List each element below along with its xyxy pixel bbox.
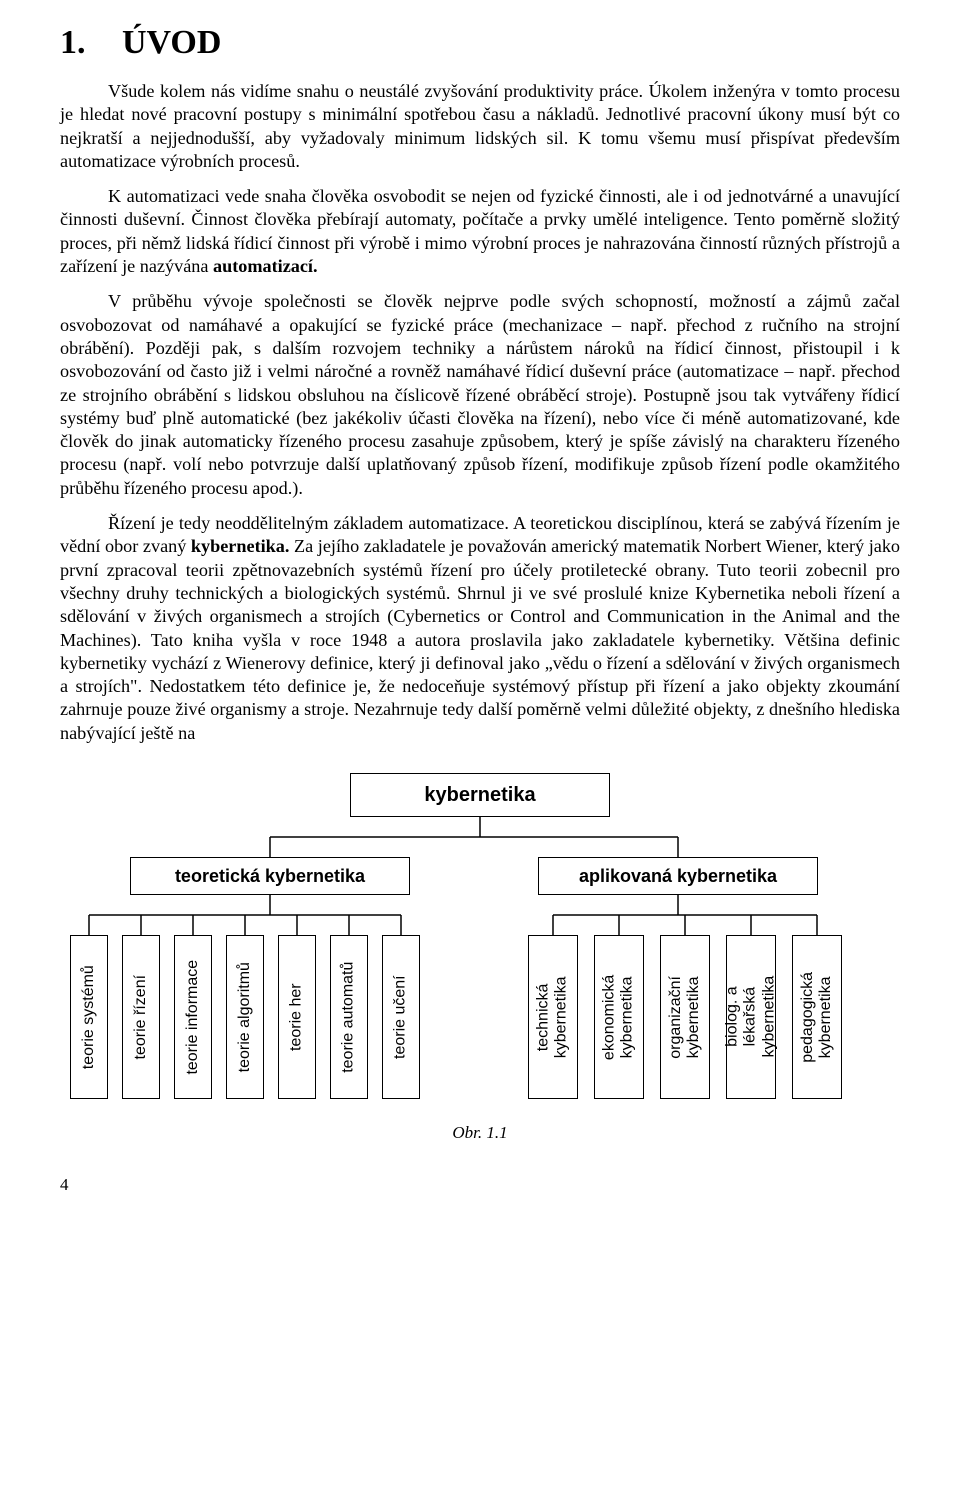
tree-leaf-left-5: teorie automatů (330, 935, 368, 1099)
tree-mid-left: teoretická kybernetika (130, 857, 410, 895)
paragraph-4-bold: kybernetika. (191, 536, 290, 556)
paragraph-4: Řízení je tedy neoddělitelným základem a… (60, 512, 900, 745)
tree-leaf-right-0: technická kybernetika (528, 935, 578, 1099)
paragraph-1: Všude kolem nás vidíme snahu o neustálé … (60, 80, 900, 173)
tree-leaf-left-1: teorie řízení (122, 935, 160, 1099)
tree-root: kybernetika (350, 773, 610, 817)
figure-caption: Obr. 1.1 (60, 1123, 900, 1143)
tree-leaf-left-0: teorie systémů (70, 935, 108, 1099)
heading-title: ÚVOD (122, 24, 221, 62)
paragraph-3: V průběhu vývoje společnosti se člověk n… (60, 290, 900, 500)
tree-leaf-right-4: pedagogická kybernetika (792, 935, 842, 1099)
heading-number: 1. (60, 24, 122, 62)
page-number: 4 (60, 1175, 900, 1195)
kybernetika-tree-diagram: kybernetika teoretická kybernetika aplikov… (60, 773, 900, 1109)
tree-leaf-right-1: ekonomická kybernetika (594, 935, 644, 1099)
tree-leaf-right-3: biolog. a lékařská kybernetika (726, 935, 776, 1099)
tree-leaf-right-2: organizační kybernetika (660, 935, 710, 1099)
paragraph-4-text-b: Za jejího zakladatele je považován ameri… (60, 536, 900, 742)
tree-leaf-left-6: teorie učení (382, 935, 420, 1099)
tree-mid-right: aplikovaná kybernetika (538, 857, 818, 895)
paragraph-2-bold: automatizací. (213, 256, 318, 276)
tree-leaf-left-2: teorie informace (174, 935, 212, 1099)
tree-leaf-left-4: teorie her (278, 935, 316, 1099)
tree-leaf-left-3: teorie algoritmů (226, 935, 264, 1099)
paragraph-2: K automatizaci vede snaha člověka osvobo… (60, 185, 900, 278)
paragraph-2-text: K automatizaci vede snaha člověka osvobo… (60, 186, 900, 276)
chapter-heading: 1. ÚVOD (60, 24, 900, 62)
